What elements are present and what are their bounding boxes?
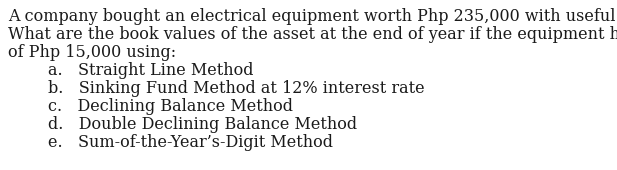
Text: What are the book values of the asset at the end of year if the equipment has a : What are the book values of the asset at… bbox=[8, 26, 617, 43]
Text: A company bought an electrical equipment worth Php 235,000 with useful life of 1: A company bought an electrical equipment… bbox=[8, 8, 617, 25]
Text: e.   Sum-of-the-Year’s-Digit Method: e. Sum-of-the-Year’s-Digit Method bbox=[48, 134, 333, 151]
Text: c.   Declining Balance Method: c. Declining Balance Method bbox=[48, 98, 293, 115]
Text: b.   Sinking Fund Method at 12% interest rate: b. Sinking Fund Method at 12% interest r… bbox=[48, 80, 424, 97]
Text: d.   Double Declining Balance Method: d. Double Declining Balance Method bbox=[48, 116, 357, 133]
Text: of Php 15,000 using:: of Php 15,000 using: bbox=[8, 44, 176, 61]
Text: a.   Straight Line Method: a. Straight Line Method bbox=[48, 62, 254, 79]
